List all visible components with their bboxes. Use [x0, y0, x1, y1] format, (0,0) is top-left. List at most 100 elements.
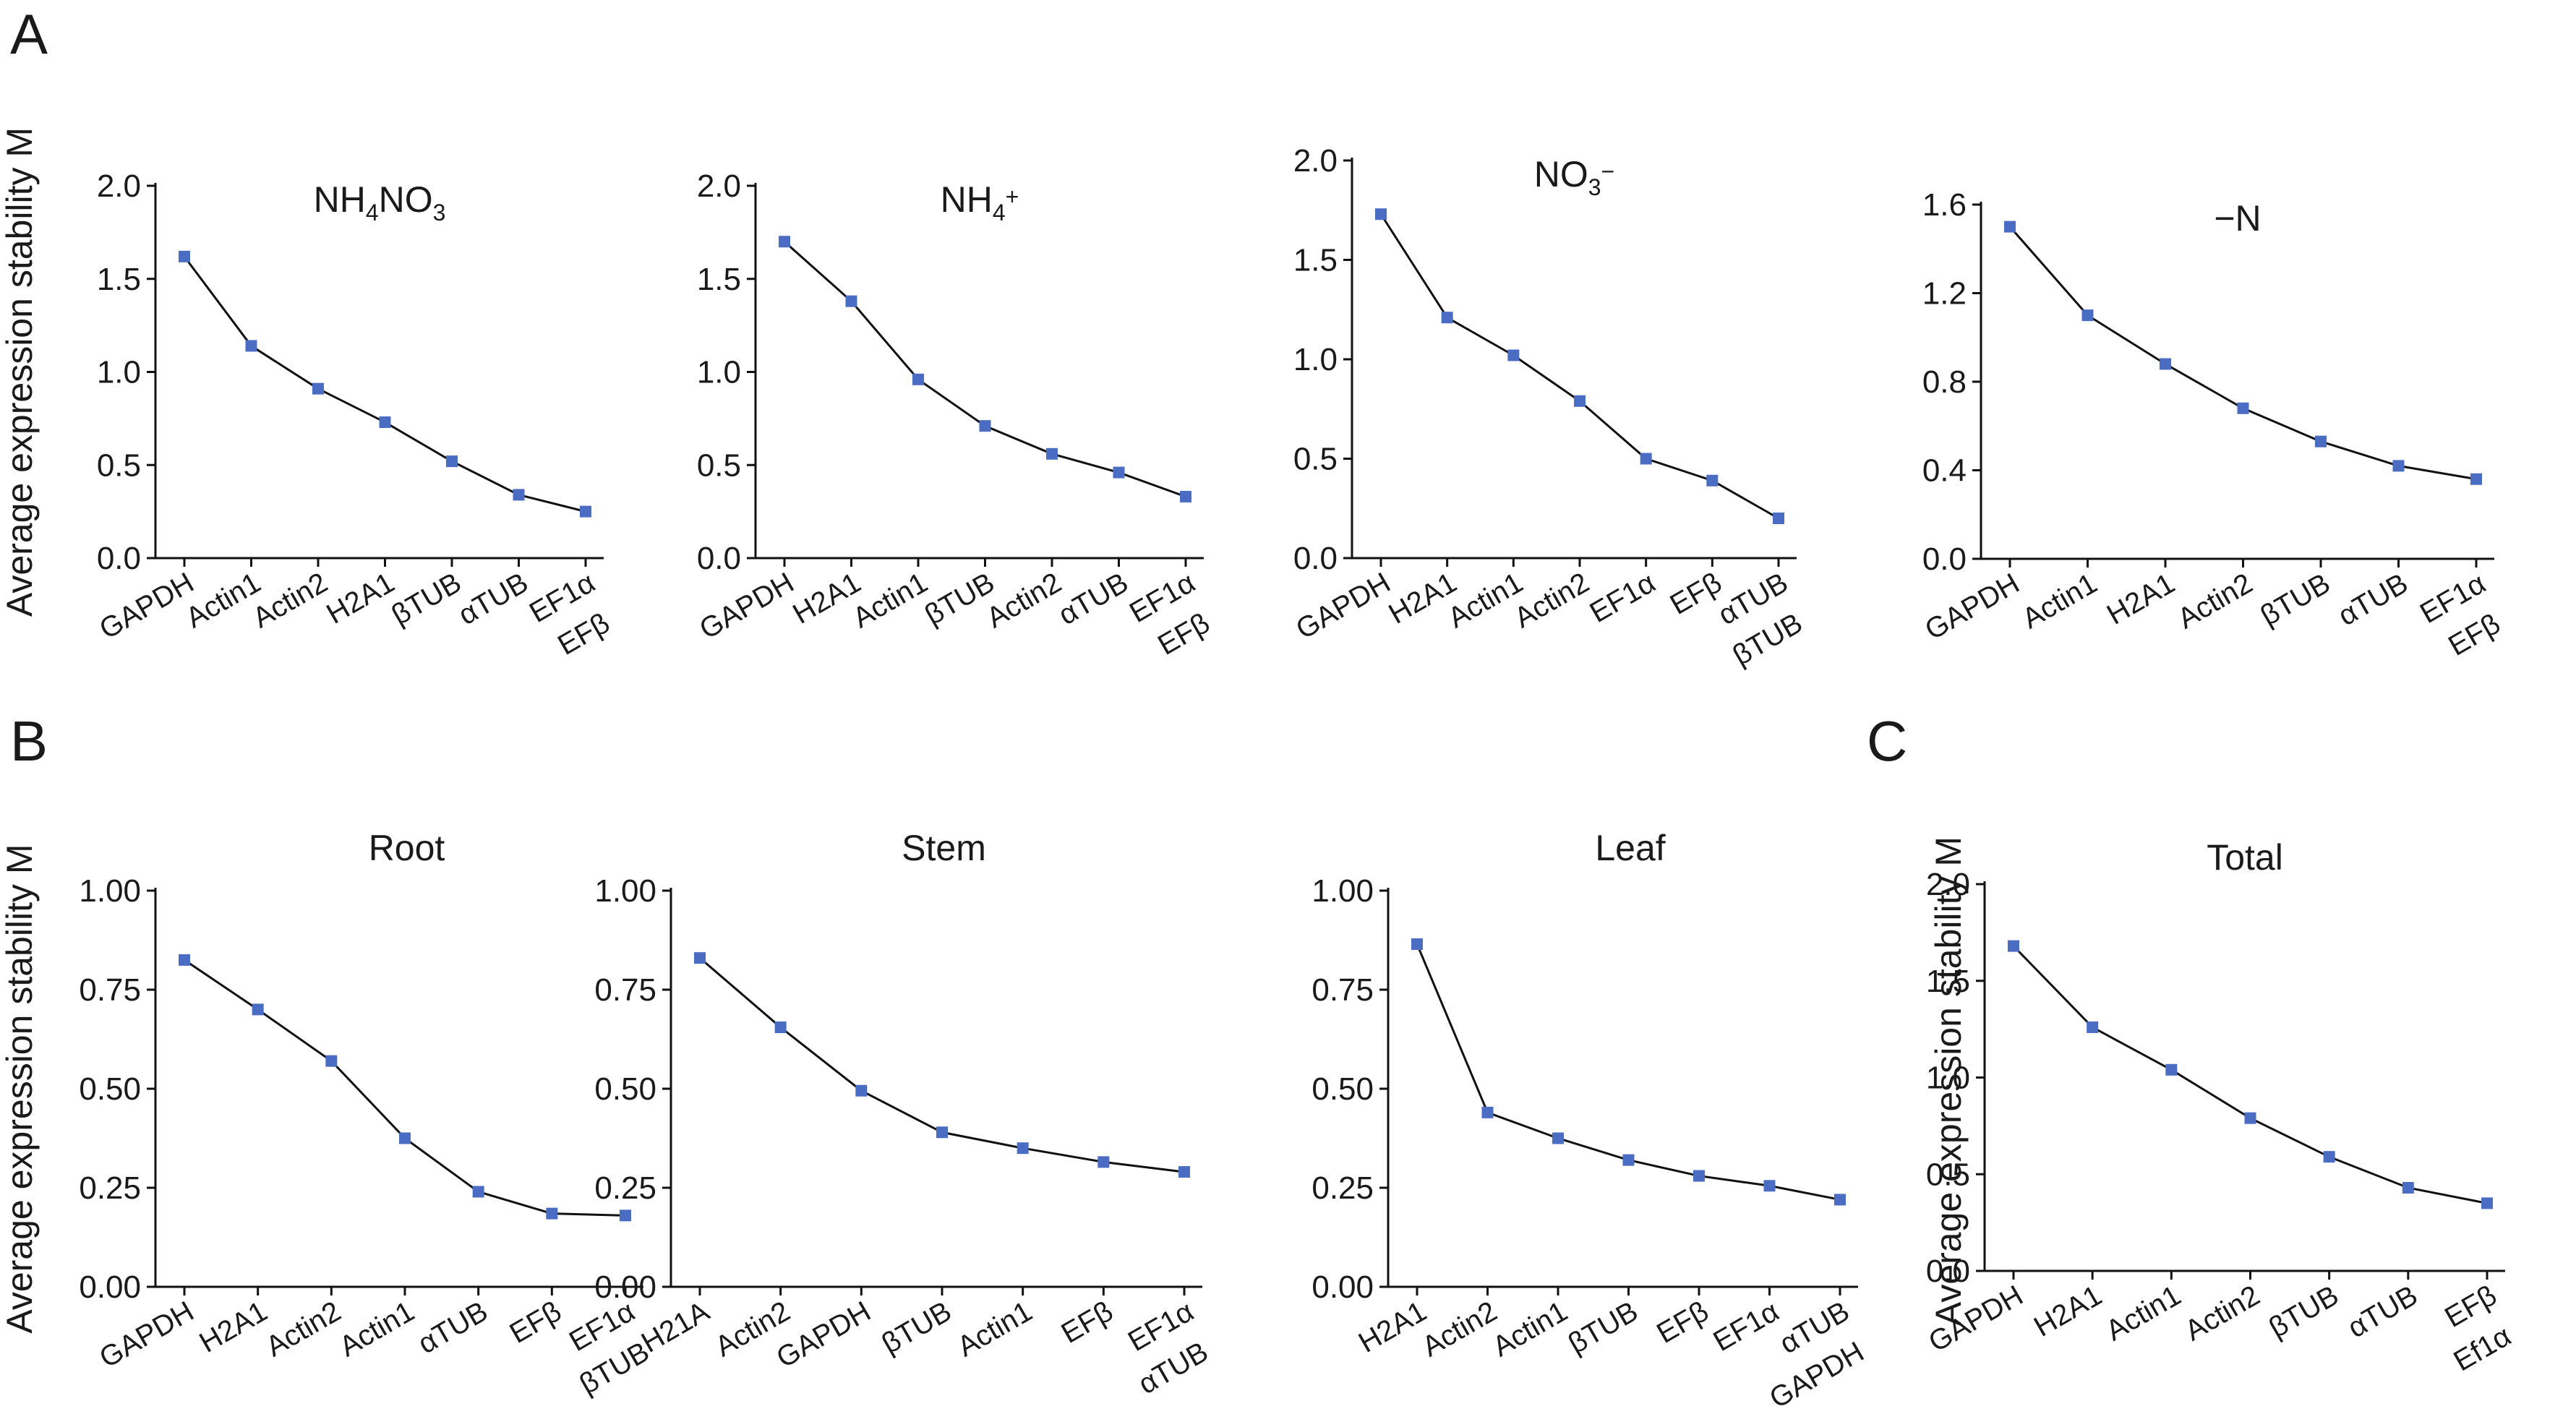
x-tick-label: GAPDH — [1920, 567, 2024, 646]
data-point — [1180, 491, 1191, 503]
data-point — [2481, 1197, 2493, 1209]
y-tick-label: 2.0 — [97, 168, 141, 204]
y-tick-label: 2.0 — [1926, 867, 1970, 902]
series-line — [1379, 213, 1779, 520]
data-point — [1017, 1142, 1029, 1155]
y-tick-label: 0.50 — [1311, 1071, 1374, 1107]
data-point — [694, 952, 706, 964]
y-tick-label: 2.0 — [1293, 143, 1338, 179]
data-point — [1763, 1180, 1776, 1192]
chart-3: 0.00.51.01.52.0GAPDHH2A1Actin1Actin2EF1α… — [1291, 143, 1807, 672]
chart-title: −N — [2214, 198, 2261, 239]
x-tick-label: Actin2 — [2180, 1280, 2265, 1348]
charts-group: 0.00.51.01.52.0GAPDHActin1Actin2H2A1βTUB… — [0, 127, 2517, 1415]
x-tick-label: EFβ — [505, 1295, 567, 1350]
data-point — [2087, 1021, 2099, 1033]
data-point — [1481, 1106, 1494, 1118]
x-tick-label: EF1α — [1708, 1295, 1784, 1358]
x-tick-label: αTUB — [2342, 1280, 2423, 1345]
y-tick-label: 0.0 — [1926, 1254, 1970, 1289]
chart-title: NH4+ — [941, 179, 1019, 226]
y-axis-label: Average expression stability M — [0, 844, 40, 1333]
data-point — [1773, 513, 1784, 524]
x-tick-label: H2A1 — [321, 567, 400, 630]
y-tick-label: 1.5 — [1926, 964, 1970, 999]
data-point — [912, 373, 924, 385]
x-tick-label: Actin2 — [1417, 1295, 1502, 1363]
y-tick-label: 0.75 — [79, 972, 141, 1008]
y-tick-label: 0.0 — [1922, 541, 1967, 577]
data-point — [2315, 435, 2327, 447]
chart-4: 0.0 0.4 0.8 1.2 1.6 GAPDHActin1H2A1Actin2βTUB… — [1920, 187, 2505, 662]
x-tick-label: βTUB — [2255, 567, 2335, 633]
data-point — [1574, 395, 1586, 407]
data-point — [1622, 1154, 1635, 1166]
panel-label-c: C — [1867, 709, 1907, 773]
data-point — [1097, 1156, 1110, 1168]
data-point — [546, 1207, 558, 1220]
x-tick-label: H2A1 — [2029, 1280, 2108, 1343]
chart-title: Leaf — [1595, 828, 1665, 868]
x-tick-label: GAPDH — [94, 1295, 199, 1374]
x-tick-label: αTUB — [2333, 567, 2413, 633]
y-tick-label: 0.00 — [1311, 1269, 1374, 1305]
series-line — [699, 957, 1185, 1173]
data-point — [325, 1055, 338, 1067]
y-tick-label: 0.5 — [697, 447, 741, 483]
chart-7: 0.000.250.500.751.00H2A1Actin2Actin1βTUB… — [1311, 828, 1869, 1415]
x-tick-label: βTUB — [386, 567, 466, 632]
y-tick-label: 0.25 — [79, 1170, 141, 1206]
y-tick-label: 1.00 — [79, 873, 141, 909]
x-tick-label: Actin2 — [981, 567, 1066, 635]
series-line — [184, 959, 626, 1217]
chart-title: Total — [2207, 837, 2283, 878]
x-tick-label: GAPDH — [694, 567, 799, 646]
y-tick-label: 0.00 — [594, 1269, 656, 1305]
data-point — [2470, 473, 2482, 485]
series-line — [2012, 945, 2488, 1204]
x-tick-label: βTUB — [1563, 1295, 1643, 1361]
x-tick-label: Actin1 — [334, 1295, 419, 1363]
series-line — [183, 255, 586, 513]
data-point — [1507, 349, 1520, 361]
data-point — [2008, 940, 2019, 952]
x-tick-label: EFβ — [1056, 1295, 1118, 1350]
y-tick-label: 0.5 — [1926, 1157, 1970, 1192]
x-tick-label: Actin1 — [181, 567, 266, 635]
y-tick-label: 0.00 — [79, 1269, 141, 1305]
y-tick-label: 0.0 — [697, 541, 741, 576]
data-point — [379, 416, 391, 429]
x-tick-label: EF1α — [1585, 567, 1661, 629]
y-tick-label: 1.5 — [1293, 243, 1338, 278]
data-point — [2237, 402, 2249, 414]
y-tick-label: 2.0 — [697, 168, 741, 204]
data-point — [513, 489, 525, 501]
panel-label-a: A — [10, 2, 48, 66]
chart-5: 0.00 0.25 0.50 0.75 1.00 GAPDHH2A1Actin2Actin… — [0, 828, 655, 1400]
data-point — [245, 340, 257, 352]
data-point — [2402, 1181, 2414, 1194]
y-tick-label: 0.5 — [1293, 442, 1338, 477]
x-tick-label: Actin1 — [847, 567, 933, 635]
data-point — [446, 455, 458, 468]
y-tick-label: 1.2 — [1922, 276, 1967, 312]
x-tick-label: H2A1 — [787, 567, 866, 630]
data-point — [1411, 938, 1423, 950]
y-tick-label: 0.0 — [97, 541, 141, 576]
data-point — [580, 505, 591, 518]
data-point — [779, 236, 790, 248]
data-point — [845, 295, 857, 307]
x-tick-label: αTUB — [413, 1295, 493, 1361]
y-axis-label: Average expression stability M — [1928, 836, 1969, 1326]
y-tick-label: 0.75 — [1311, 972, 1374, 1008]
x-tick-label: βTUB — [920, 567, 1000, 632]
y-tick-label: 0.75 — [594, 972, 656, 1008]
x-tick-label: GAPDH — [1764, 1336, 1869, 1415]
y-tick-label: 0.50 — [79, 1071, 141, 1107]
data-point — [1552, 1132, 1564, 1144]
y-tick-label: 1.0 — [97, 355, 141, 390]
y-tick-label: 0.4 — [1922, 453, 1967, 489]
y-tick-label: 0.5 — [97, 447, 141, 483]
